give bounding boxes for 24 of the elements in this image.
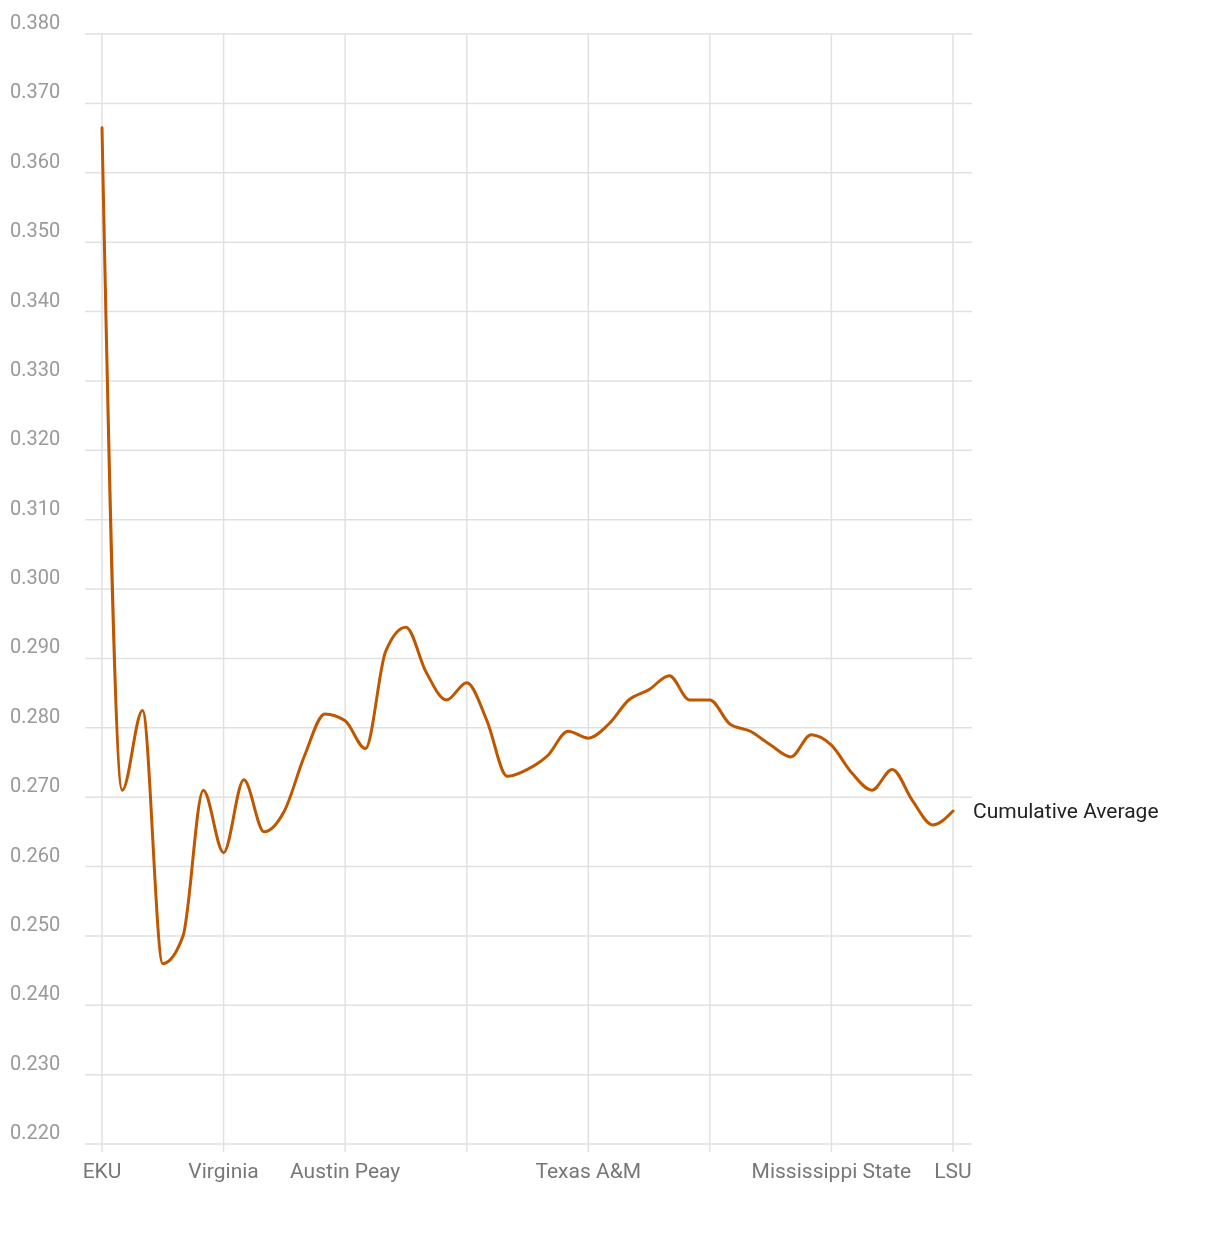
y-tick-label: 0.290 (10, 634, 61, 659)
x-tick-label: Texas A&M (535, 1159, 642, 1183)
y-tick-label: 0.370 (10, 79, 61, 104)
y-tick-label: 0.350 (10, 218, 61, 243)
x-tick-label: Austin Peay (290, 1159, 401, 1183)
y-tick-label: 0.230 (10, 1050, 61, 1075)
x-tick-label: Mississippi State (751, 1159, 912, 1183)
y-tick-label: 0.320 (10, 426, 61, 451)
y-tick-label: 0.260 (10, 842, 61, 867)
y-tick-label: 0.250 (10, 911, 61, 936)
x-tick-label: EKU (82, 1159, 122, 1183)
y-tick-label: 0.310 (10, 495, 61, 520)
y-tick-label: 0.220 (10, 1120, 61, 1144)
y-tick-label: 0.240 (10, 981, 61, 1006)
y-tick-label: 0.330 (10, 356, 61, 381)
y-tick-label: 0.300 (10, 565, 61, 589)
y-tick-label: 0.380 (10, 10, 61, 34)
x-tick-label: LSU (934, 1159, 972, 1183)
x-tick-label: Virginia (188, 1159, 259, 1183)
y-tick-label: 0.280 (10, 703, 61, 728)
y-tick-label: 0.360 (10, 148, 61, 173)
series-label: Cumulative Average (973, 799, 1159, 824)
y-tick-label: 0.270 (10, 773, 61, 798)
y-tick-label: 0.340 (10, 287, 61, 312)
